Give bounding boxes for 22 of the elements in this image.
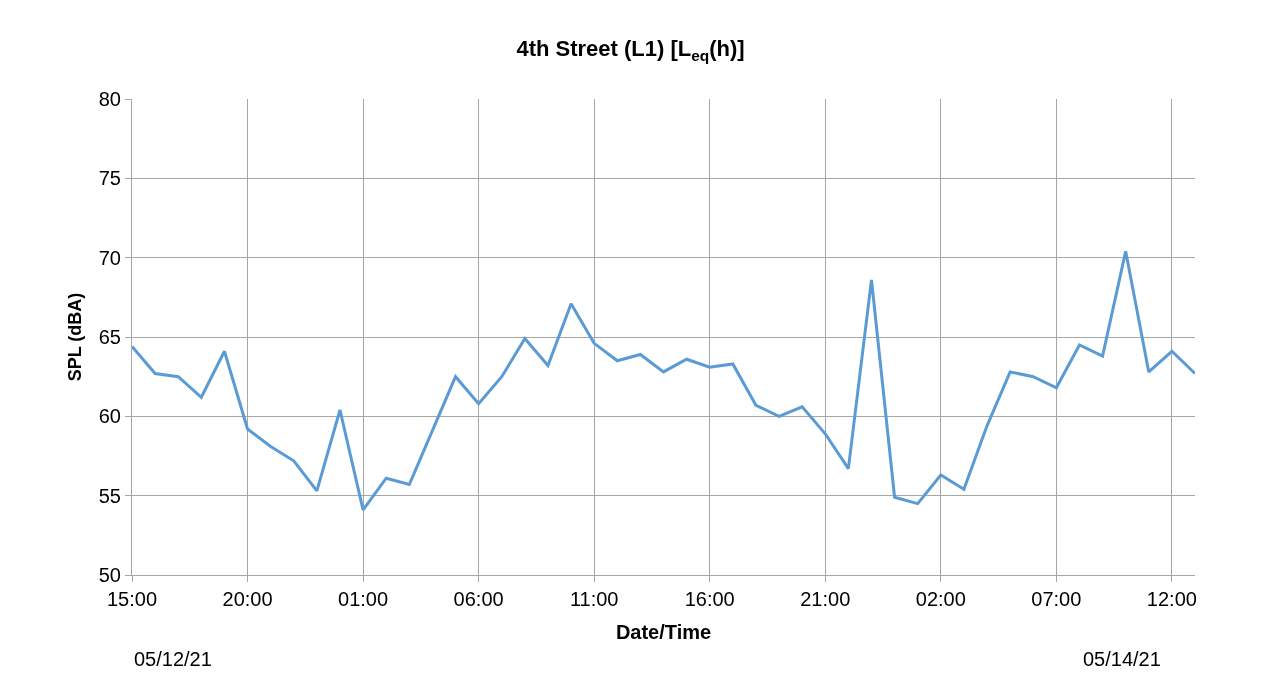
y-tick-label: 55 <box>98 484 121 507</box>
x-axis-title: Date/Time <box>615 620 712 643</box>
x-tick-label: 15:00 <box>106 588 158 610</box>
y-tick-label: 80 <box>98 88 121 110</box>
y-tick-label: 70 <box>98 246 121 269</box>
x-tick-label: 06:00 <box>453 588 504 610</box>
y-tick-label: 60 <box>98 405 121 428</box>
x-tick-label: 01:00 <box>338 588 389 610</box>
x-tick-label: 21:00 <box>800 588 851 610</box>
y-tick-label: 50 <box>98 564 121 586</box>
x-tick-label: 11:00 <box>569 588 619 610</box>
x-tick-label: 20:00 <box>222 588 273 610</box>
x-tick-label: 02:00 <box>915 588 966 610</box>
text: 05/14/21 <box>1083 648 1161 670</box>
y-axis-title: SPL (dBA) <box>64 292 85 382</box>
y-tick-label: 65 <box>98 326 121 348</box>
text: 05/12/21 <box>134 648 212 670</box>
x-tick-label: 16:00 <box>684 588 735 610</box>
chart-title: 4th Street (L1) [L$_{eq}$(h)] <box>516 36 745 65</box>
y-tick-label: 75 <box>98 167 121 190</box>
x-tick-label: 12:00 <box>1146 588 1197 610</box>
x-tick-label: 07:00 <box>1031 588 1082 610</box>
